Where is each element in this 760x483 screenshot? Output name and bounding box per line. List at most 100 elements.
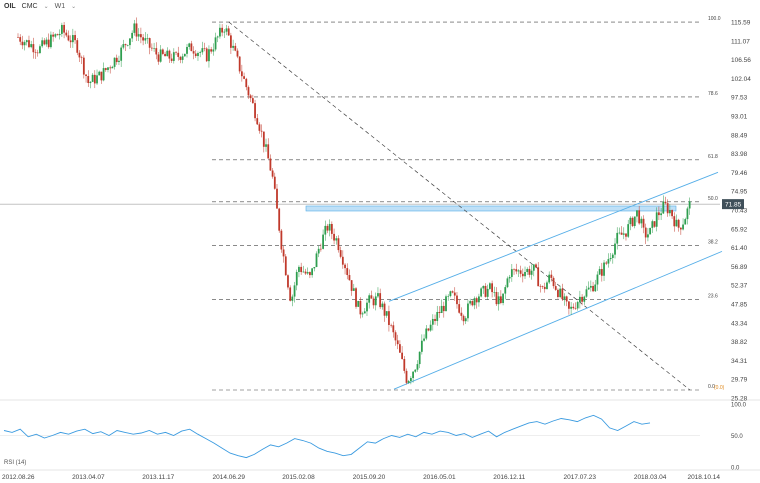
candle-body (568, 301, 570, 309)
candle-body (684, 219, 687, 225)
candle-body (484, 285, 487, 297)
chevron-down-icon[interactable]: ⌄ (43, 4, 49, 10)
y-tick-label: 74.95 (731, 189, 748, 196)
candle-body (420, 340, 423, 352)
candle-body (396, 340, 399, 345)
candle-body (140, 34, 142, 38)
candle-body (227, 28, 230, 36)
candle-body (21, 41, 24, 46)
candle-body (269, 158, 272, 171)
candle-body (399, 344, 401, 353)
candle-body (625, 233, 627, 237)
x-tick-label: 2015.09.20 (353, 474, 386, 481)
x-tick-label: 2017.07.23 (563, 474, 596, 481)
candle-body (622, 233, 625, 235)
candle-body (41, 40, 44, 47)
candle-body (142, 37, 145, 41)
chevron-down-icon[interactable]: ⌄ (71, 4, 77, 10)
candle-body (205, 48, 208, 62)
candle-body (278, 208, 281, 231)
candle-body (216, 36, 219, 38)
candle-body (414, 369, 417, 372)
candle-body (592, 285, 594, 292)
candle-body (210, 49, 213, 52)
candle-body (251, 98, 254, 104)
candle-body (563, 296, 566, 300)
candle-body (581, 296, 583, 302)
candle-body (570, 306, 573, 309)
candle-body (298, 266, 300, 272)
candle-body (223, 31, 226, 33)
candle-body (682, 224, 684, 230)
fib-level-label: 61.8 (708, 154, 718, 160)
candle-body (535, 264, 537, 268)
candle-body (262, 131, 265, 147)
candle-body (50, 34, 52, 48)
candle-body (96, 75, 98, 84)
candle-body (458, 304, 461, 313)
candle-body (150, 47, 153, 49)
candle-body (370, 295, 373, 299)
candle-body (631, 217, 634, 227)
candle-body (572, 306, 575, 309)
candle-body (383, 303, 386, 316)
candle-body (249, 95, 252, 99)
candle-body (521, 273, 524, 277)
candle-body (616, 232, 619, 244)
candle-body (449, 291, 452, 296)
candle-body (642, 218, 645, 228)
candle-body (524, 272, 526, 277)
candle-body (144, 38, 147, 41)
candle-body (598, 269, 601, 275)
candle-body (438, 311, 441, 314)
candle-body (469, 301, 472, 304)
candle-body (197, 53, 199, 57)
symbol-label[interactable]: OIL (4, 3, 16, 10)
candle-body (440, 305, 443, 314)
candle-body (306, 272, 309, 274)
candle-body (230, 35, 232, 48)
candle-body (126, 45, 129, 46)
candle-body (644, 227, 647, 238)
candle-body (431, 318, 434, 325)
candle-body (355, 288, 357, 307)
candle-body (633, 216, 636, 227)
candle-body (436, 311, 439, 322)
candle-body (499, 296, 502, 304)
candle-body (649, 227, 652, 235)
candle-body (201, 48, 204, 53)
candle-body (482, 285, 485, 289)
candle-body (115, 57, 118, 63)
candle-body (76, 40, 79, 53)
candle-body (175, 52, 177, 53)
candle-body (74, 35, 76, 41)
candle-body (508, 276, 511, 279)
candle-body (456, 295, 458, 305)
candle-body (451, 291, 454, 293)
candle-body (190, 43, 193, 52)
candle-body (317, 248, 320, 254)
candle-body (668, 210, 671, 214)
candle-body (559, 288, 562, 298)
candle-body (295, 271, 298, 286)
candle-body (260, 130, 263, 132)
candle-body (273, 176, 276, 189)
candle-body (135, 23, 138, 37)
candle-body (394, 332, 397, 341)
candle-body (124, 44, 127, 46)
y-tick-label: 25.28 (731, 396, 748, 403)
candle-body (181, 56, 184, 60)
candle-body (653, 221, 656, 227)
candle-body (300, 266, 303, 273)
rsi-pane: 100.0 50.0 0.0 (0, 403, 747, 472)
x-tick-label: 2014.06.29 (212, 474, 245, 481)
y-tick-label: 88.49 (731, 132, 748, 139)
fib-level-label: 100.0 (708, 16, 721, 22)
candle-body (271, 170, 274, 177)
timeframe-label[interactable]: W1 (54, 3, 66, 10)
candle-body (660, 213, 663, 216)
fib-level-label: 78.6 (708, 91, 718, 97)
candle-body (102, 68, 105, 81)
candle-body (618, 232, 621, 234)
